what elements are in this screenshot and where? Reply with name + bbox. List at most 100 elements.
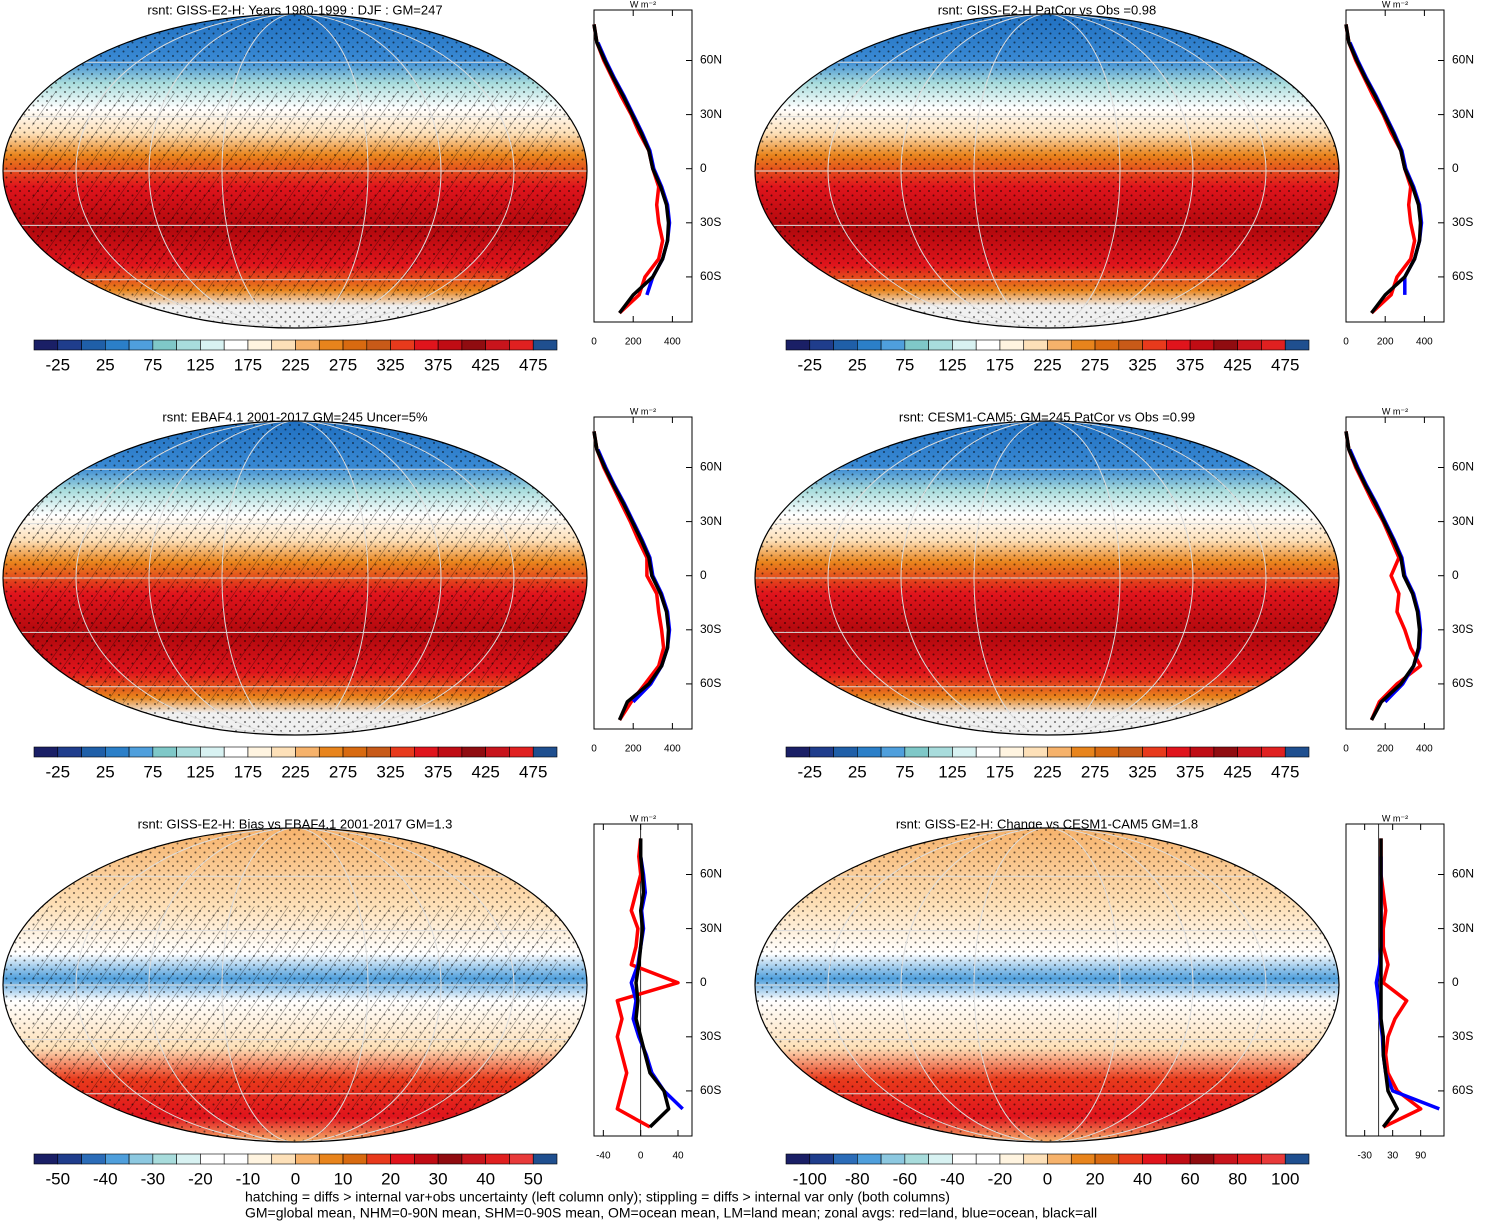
colorbar-label: -100: [793, 1169, 827, 1188]
y-tick-label: 30S: [700, 215, 721, 229]
colorbar-label: 75: [143, 762, 162, 781]
colorbar-label: 375: [424, 355, 452, 374]
colorbar-box: [485, 746, 510, 758]
colorbar-label: 325: [376, 762, 404, 781]
y-tick-label: 60N: [1452, 53, 1474, 67]
colorbar-box: [857, 746, 882, 758]
colorbar-box: [366, 746, 391, 758]
colorbar-box: [366, 1153, 391, 1165]
colorbar-box: [532, 1153, 558, 1165]
meridian: [75, 828, 515, 1142]
colorbar-label: -50: [45, 1169, 70, 1188]
colorbar-label: 40: [1133, 1169, 1152, 1188]
colorbar-box: [857, 1153, 882, 1165]
x-tick-label: 30: [1387, 1151, 1399, 1162]
colorbar-label: -20: [188, 1169, 213, 1188]
colorbar-label: -20: [988, 1169, 1013, 1188]
meridian: [827, 14, 1267, 328]
colorbar-box: [509, 1153, 534, 1165]
colorbar-box: [128, 339, 154, 351]
colorbar-label: 375: [1176, 762, 1204, 781]
meridian: [900, 421, 1194, 735]
colorbar-box: [200, 339, 225, 351]
colorbar-box: [904, 339, 929, 351]
colorbar-box: [200, 1153, 225, 1165]
colorbar-label: -25: [45, 762, 70, 781]
meridian: [827, 828, 1267, 1142]
meridian: [973, 421, 1121, 735]
colorbar-label: 75: [895, 762, 914, 781]
colorbar-label: 225: [281, 355, 309, 374]
y-tick-label: 30S: [700, 622, 721, 636]
profile-frame: [1345, 416, 1445, 730]
colorbar-box: [295, 339, 320, 351]
colorbar-box: [1189, 746, 1215, 758]
colorbar-box: [880, 339, 906, 351]
x-tick-label: 0: [1343, 337, 1349, 348]
x-tick-label: 0: [638, 1151, 644, 1162]
x-tick-label: 400: [1416, 744, 1433, 755]
map: [3, 14, 587, 328]
colorbar-label: 30: [429, 1169, 448, 1188]
colorbar-label: 125: [938, 355, 966, 374]
x-tick-label: -40: [596, 1151, 611, 1162]
meridian: [900, 828, 1194, 1142]
y-tick-label: 0: [1452, 568, 1459, 582]
colorbar-box: [176, 746, 201, 758]
zonal-line: [1344, 431, 1422, 721]
x-tick-label: 200: [625, 744, 642, 755]
x-tick-label: 90: [1415, 1151, 1427, 1162]
colorbar-label: 0: [1043, 1169, 1052, 1188]
colorbar-box: [532, 339, 558, 351]
colorbar-label: -25: [797, 355, 822, 374]
colorbar-box: [1261, 746, 1286, 758]
colorbar-box: [904, 746, 929, 758]
colorbar-box: [128, 1153, 154, 1165]
colorbar-label: -10: [236, 1169, 261, 1188]
colorbar-box: [485, 1153, 510, 1165]
colorbar-box: [437, 1153, 463, 1165]
colorbar-box: [223, 1153, 249, 1165]
colorbar-box: [509, 339, 534, 351]
y-tick-label: 30N: [700, 514, 722, 528]
colorbar-label: 75: [895, 355, 914, 374]
y-tick-label: 30S: [1452, 622, 1473, 636]
panel-title: rsnt: CESM1-CAM5: GM=245 PatCor vs Obs =…: [899, 409, 1195, 424]
colorbar-box: [461, 746, 486, 758]
y-tick-label: 60S: [1452, 269, 1473, 283]
colorbar-box: [295, 1153, 320, 1165]
colorbar-label: 425: [1223, 762, 1251, 781]
colorbar-box: [999, 746, 1025, 758]
colorbar-box: [928, 339, 953, 351]
colorbar-label: 10: [334, 1169, 353, 1188]
colorbar-label: 425: [471, 762, 499, 781]
y-tick-label: 30N: [1452, 514, 1474, 528]
colorbar-box: [1237, 1153, 1262, 1165]
colorbar-box: [532, 746, 558, 758]
map-border: [2, 827, 588, 1143]
colorbar-box: [1094, 746, 1120, 758]
colorbar-box: [223, 339, 249, 351]
profile-frame: [593, 823, 693, 1137]
colorbar-label: 425: [471, 355, 499, 374]
meridian: [75, 421, 515, 735]
meridian: [221, 421, 369, 735]
colorbar-box: [809, 1153, 834, 1165]
panel-title: rsnt: EBAF4.1 2001-2017 GM=245 Uncer=5%: [162, 409, 428, 424]
colorbar-box: [1047, 339, 1072, 351]
colorbar-box: [1094, 339, 1120, 351]
colorbar-box: [999, 1153, 1025, 1165]
unit-label: W m⁻²: [1382, 406, 1408, 416]
hatching: [32, 499, 558, 704]
colorbar-box: [1142, 1153, 1167, 1165]
colorbar-box: [414, 339, 439, 351]
colorbar-box: [1284, 746, 1310, 758]
colorbar-box: [318, 1153, 344, 1165]
x-tick-label: 400: [664, 744, 681, 755]
y-tick-label: 60N: [700, 867, 722, 881]
map: [755, 828, 1339, 1142]
colorbar-box: [57, 1153, 82, 1165]
colorbar-box: [200, 746, 225, 758]
colorbar-label: 20: [1086, 1169, 1105, 1188]
meridian: [221, 14, 369, 328]
